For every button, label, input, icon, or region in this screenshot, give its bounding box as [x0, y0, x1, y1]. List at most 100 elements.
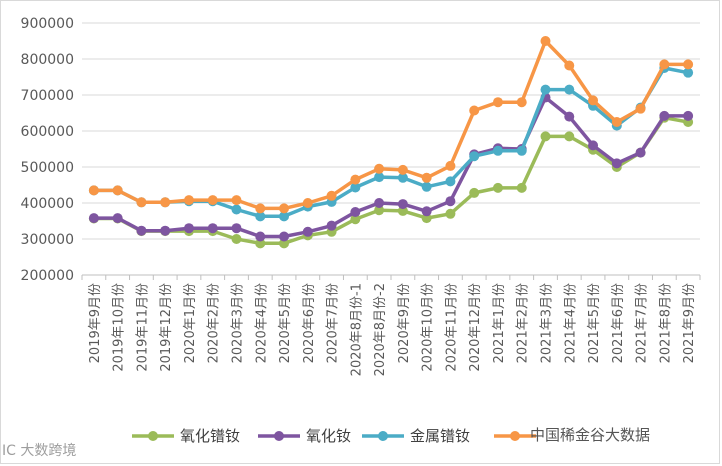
data-point: [255, 203, 266, 214]
legend-label: 氧化钕: [306, 427, 351, 445]
series-line: [93, 115, 689, 246]
x-tick-label: 2020年10月份: [421, 283, 436, 372]
x-tick-label: 2020年4月份: [254, 283, 269, 363]
y-tick-label: 300000: [21, 232, 74, 248]
data-point: [374, 198, 385, 208]
data-point: [88, 213, 99, 224]
legend-label: 氧化镨钕: [180, 427, 240, 445]
x-tick-label: 2021年6月份: [611, 283, 626, 363]
x-tick-label: 2021年5月份: [587, 283, 602, 363]
x-tick-label: 2021年2月份: [516, 283, 531, 363]
series-3: [88, 63, 694, 222]
legend-item: 氧化镨钕: [132, 427, 240, 445]
x-axis: [81, 274, 701, 280]
x-tick-label: 2020年6月份: [302, 283, 317, 363]
data-point: [492, 145, 503, 156]
data-point: [279, 231, 290, 242]
data-point: [350, 207, 361, 217]
data-point: [207, 195, 218, 206]
legend-swatch-marker: [378, 431, 388, 441]
legend-label: 金属镨钕: [410, 427, 470, 445]
data-point: [445, 208, 456, 219]
data-point: [350, 214, 361, 225]
data-point: [588, 140, 599, 151]
x-tick-label: 2020年8月份-2: [373, 283, 388, 376]
data-point: [207, 223, 218, 234]
data-point: [350, 182, 361, 193]
x-tick-label: 2020年5月份: [278, 283, 293, 363]
series-lines: [88, 36, 694, 249]
data-point: [397, 205, 408, 216]
data-point: [516, 182, 527, 193]
x-tick-label: 2019年10月份: [112, 283, 127, 372]
data-point: [564, 84, 575, 95]
data-point: [659, 110, 670, 121]
data-point: [469, 187, 480, 198]
data-point: [374, 163, 385, 174]
data-point: [635, 103, 646, 114]
y-tick-label: 200000: [21, 268, 74, 284]
data-point: [588, 95, 599, 106]
x-tick-label: 2019年12月份: [159, 283, 174, 372]
legend: 氧化镨钕 氧化钕 金属镨钕: [132, 427, 536, 445]
y-axis-ticks: 200000 300000 400000 500000 600000 700000 8000…: [21, 16, 74, 284]
data-point: [469, 105, 480, 116]
y-tick-label: 600000: [21, 124, 74, 140]
x-tick-label: 2020年2月份: [207, 283, 222, 363]
data-point: [683, 59, 694, 70]
series-line: [93, 39, 689, 211]
data-point: [540, 84, 551, 95]
grid-lines: [82, 22, 700, 240]
data-point: [421, 206, 432, 217]
data-point: [279, 238, 290, 249]
x-tick-label: 2021年9月份: [682, 283, 697, 363]
data-point: [421, 172, 432, 183]
x-axis-ticks: 2019年9月份 2019年10月份 2019年11月份 2019年12月份 2020年…: [88, 283, 697, 376]
data-point: [516, 145, 527, 156]
data-point: [611, 117, 622, 127]
x-tick-label: 2020年12月份: [468, 283, 483, 372]
series-line: [93, 66, 689, 219]
data-point: [374, 172, 385, 183]
watermark-right: 中国稀金谷大数据: [530, 426, 651, 444]
series-2: [88, 92, 694, 242]
data-point: [183, 223, 194, 234]
data-point: [516, 97, 527, 108]
x-tick-label: 2021年7月份: [635, 283, 650, 363]
legend-item: 金属镨钕: [362, 427, 470, 445]
data-point: [683, 110, 694, 121]
y-tick-label: 800000: [21, 52, 74, 68]
x-tick-label: 2020年8月份-1: [349, 283, 364, 376]
y-tick-label: 700000: [21, 88, 74, 104]
data-point: [564, 60, 575, 71]
data-point: [540, 131, 551, 142]
data-point: [231, 195, 242, 206]
data-point: [397, 164, 408, 175]
data-point: [421, 181, 432, 192]
data-point: [350, 174, 361, 185]
data-point: [279, 203, 290, 214]
data-point: [611, 158, 622, 169]
data-point: [397, 199, 408, 210]
data-point: [231, 204, 242, 215]
data-point: [492, 182, 503, 193]
legend-swatch-marker: [510, 431, 520, 441]
x-tick-label: 2020年7月份: [326, 283, 341, 363]
data-point: [326, 220, 337, 231]
x-tick-label: 2021年3月份: [540, 283, 555, 363]
data-point: [659, 59, 670, 70]
data-point: [374, 205, 385, 216]
data-point: [564, 111, 575, 122]
x-tick-label: 2020年9月份: [397, 283, 412, 363]
x-tick-label: 2020年1月份: [183, 283, 198, 363]
data-point: [445, 176, 456, 187]
data-point: [136, 225, 147, 236]
x-tick-label: 2020年11月份: [444, 283, 459, 372]
x-tick-label: 2019年11月份: [135, 283, 150, 372]
data-point: [421, 213, 432, 224]
data-point: [136, 197, 147, 208]
data-point: [88, 185, 99, 196]
data-point: [302, 198, 313, 208]
data-point: [231, 234, 242, 244]
